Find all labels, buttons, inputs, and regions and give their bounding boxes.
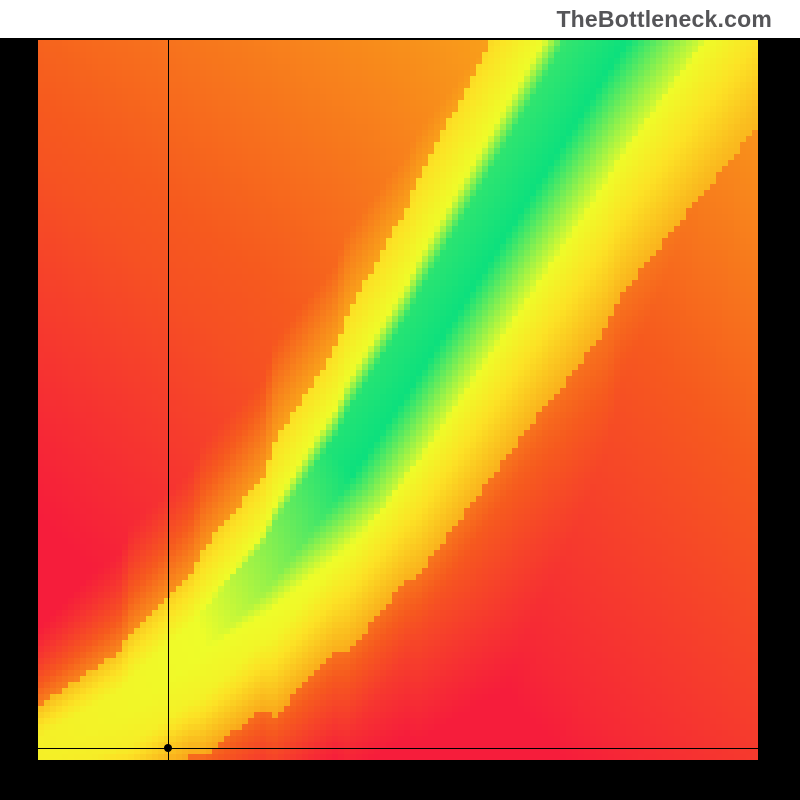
- crosshair-horizontal: [38, 748, 758, 749]
- chart-root: TheBottleneck.com: [0, 0, 800, 800]
- crosshair-vertical: [168, 40, 169, 760]
- bottleneck-heatmap: [38, 40, 758, 760]
- selection-marker: [164, 744, 172, 752]
- watermark-text: TheBottleneck.com: [556, 6, 772, 33]
